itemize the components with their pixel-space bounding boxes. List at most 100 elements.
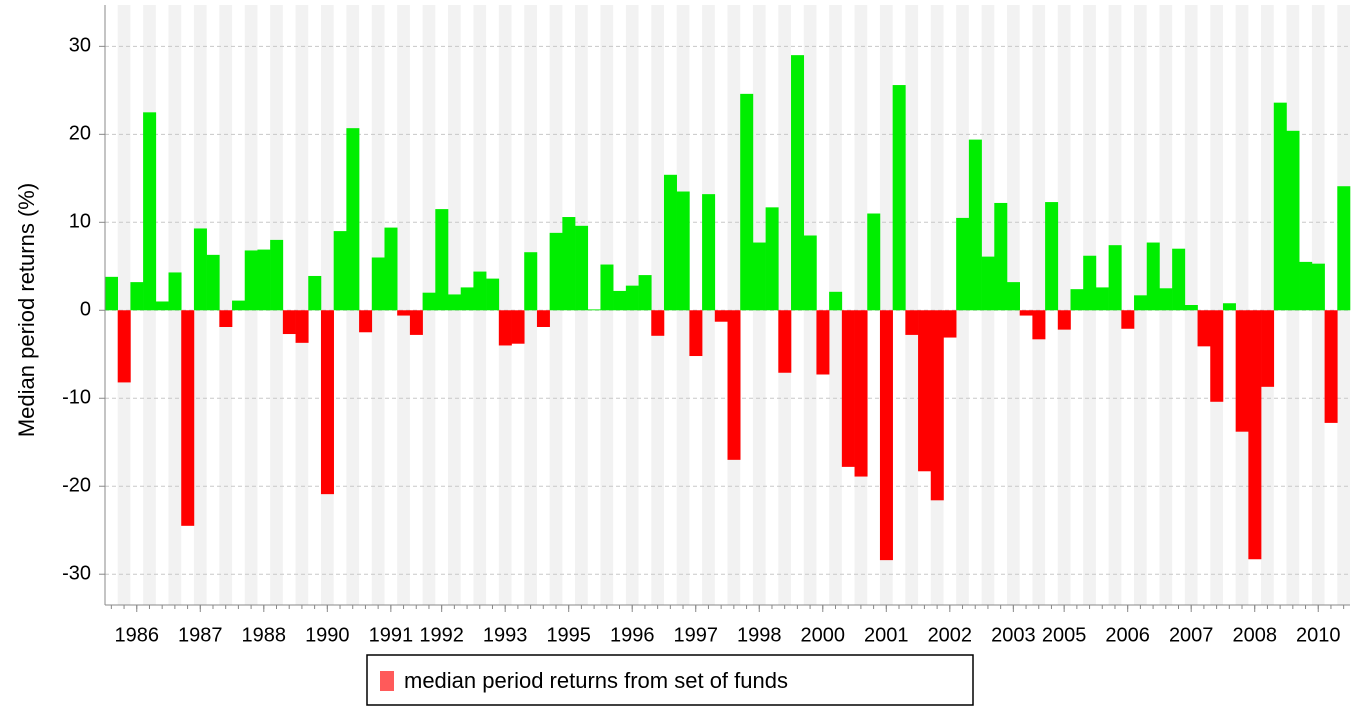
bar <box>549 232 563 311</box>
bar <box>625 285 639 311</box>
x-tick-label: 2005 <box>1042 624 1087 646</box>
bar <box>143 112 157 311</box>
bar <box>282 310 296 335</box>
bar <box>879 310 893 561</box>
y-tick-label: -20 <box>62 475 91 497</box>
bar <box>600 264 614 311</box>
bar <box>1045 202 1059 311</box>
bar <box>257 249 271 311</box>
bar <box>498 310 512 346</box>
bar <box>613 290 627 311</box>
band-stripe <box>651 5 664 605</box>
bar <box>1095 287 1109 311</box>
bar <box>1019 310 1033 316</box>
y-axis-label: Median period returns (%) <box>14 183 39 437</box>
bar <box>587 309 601 311</box>
bar <box>448 294 462 311</box>
bar <box>791 55 805 311</box>
bar <box>130 282 144 311</box>
bar <box>536 310 550 327</box>
bar <box>1235 310 1249 432</box>
bar <box>816 310 830 375</box>
bar <box>638 275 652 311</box>
bar <box>371 257 385 311</box>
x-tick-label: 1996 <box>610 624 655 646</box>
band-stripe <box>1057 5 1071 605</box>
bar <box>1108 245 1122 311</box>
bar <box>384 227 398 311</box>
bar <box>981 256 995 311</box>
bar <box>676 191 690 311</box>
x-tick-label: 1987 <box>178 624 223 646</box>
bar <box>1311 263 1325 311</box>
bar <box>841 310 855 467</box>
bar <box>193 228 207 311</box>
y-tick-label: -10 <box>62 387 91 409</box>
x-tick-label: 2000 <box>801 624 846 646</box>
x-tick-label: 1990 <box>305 624 350 646</box>
bar <box>524 252 538 311</box>
bar <box>854 310 868 477</box>
bar <box>1159 288 1173 311</box>
bar <box>1006 282 1020 311</box>
x-tick-label: 2008 <box>1232 624 1277 646</box>
bar <box>727 310 741 460</box>
x-tick-label: 2007 <box>1169 624 1214 646</box>
bar <box>905 310 919 335</box>
bar <box>346 128 360 311</box>
bar <box>943 310 957 338</box>
band-stripe <box>854 5 868 605</box>
y-tick-label: 30 <box>69 35 91 57</box>
x-tick-label: 2002 <box>928 624 973 646</box>
bar <box>994 202 1008 311</box>
bar <box>575 225 589 311</box>
bar <box>740 93 754 311</box>
band-stripe <box>930 5 944 605</box>
band-stripe <box>727 5 741 605</box>
bar <box>867 213 881 311</box>
y-tick-label: 20 <box>69 123 91 145</box>
bar <box>320 310 334 495</box>
bar <box>803 235 817 311</box>
bar <box>918 310 932 472</box>
bar <box>1083 255 1097 311</box>
band-stripe <box>1261 5 1274 605</box>
bar <box>244 250 258 311</box>
bar <box>562 217 576 311</box>
bar <box>968 139 982 311</box>
bar <box>689 310 703 357</box>
bar <box>1172 248 1186 311</box>
bar <box>1134 295 1148 311</box>
band-stripe <box>905 5 919 605</box>
band-stripe <box>778 5 792 605</box>
y-tick-label: -30 <box>62 562 91 584</box>
bar <box>397 310 411 316</box>
band-stripe <box>219 5 233 605</box>
bar <box>486 278 500 311</box>
band-stripe <box>320 5 334 605</box>
legend-box <box>366 654 974 706</box>
x-tick-label: 1991 <box>369 624 414 646</box>
bar <box>168 272 182 311</box>
legend-swatch <box>380 671 394 691</box>
bar <box>219 310 233 327</box>
y-tick-label: 10 <box>69 211 91 233</box>
bar <box>422 292 436 311</box>
x-tick-label: 1992 <box>419 624 464 646</box>
bar <box>1286 130 1300 311</box>
bar <box>435 209 449 311</box>
x-tick-label: 1995 <box>546 624 591 646</box>
bar <box>333 231 347 311</box>
bar <box>295 310 309 343</box>
band-stripe <box>1210 5 1223 605</box>
bar <box>473 271 487 311</box>
bar <box>930 310 944 501</box>
bar <box>1210 310 1224 402</box>
bar <box>232 300 246 311</box>
bar <box>181 310 195 526</box>
bar <box>714 310 728 322</box>
bar <box>359 310 373 333</box>
bar <box>752 242 766 311</box>
bar <box>155 301 169 311</box>
